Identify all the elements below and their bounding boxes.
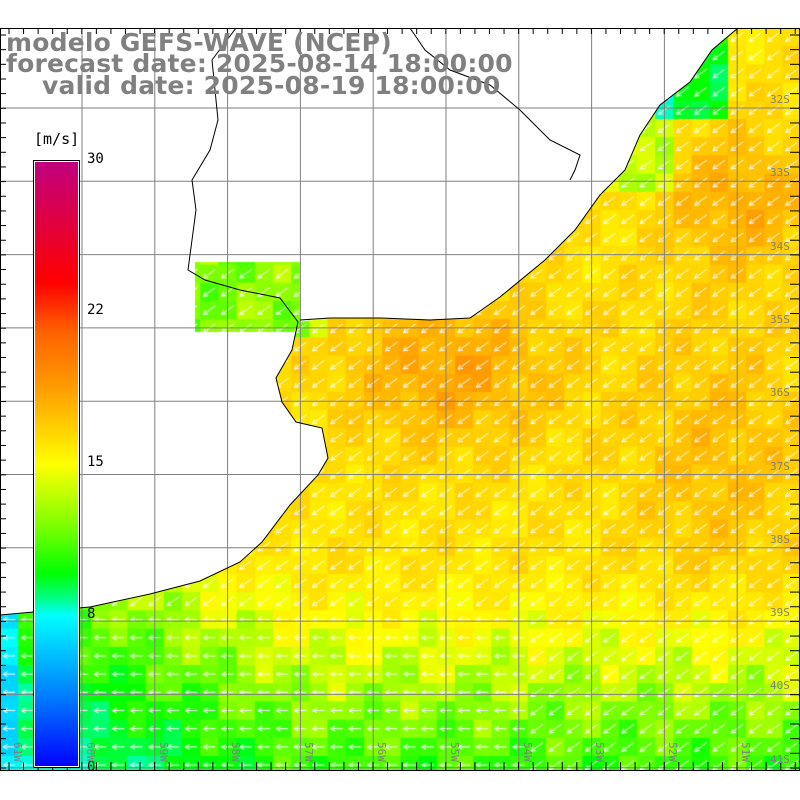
latitude-label: 38S [770,532,790,546]
longitude-label: 56W [375,742,388,762]
coastline [0,27,739,616]
title-forecast-date: forecast date: 2025-08-14 18:00:00 [6,49,513,78]
longitude-label: 57W [302,742,316,762]
title-valid-date: valid date: 2025-08-19 18:00:00 [42,71,501,100]
latitude-label: 32S [770,93,790,106]
latitude-label: 41S [770,752,790,766]
longitude-label: 52W [666,742,680,762]
frame-ticks [0,28,800,771]
longitude-label: 61W [11,742,24,762]
latitude-label: 39S [770,606,790,620]
legend-tick-30: 30 [87,151,104,167]
title-model: modelo GEFS-WAVE (NCEP) [6,28,392,57]
longitude-label: 54W [520,742,534,762]
latitude-label: 33S [770,166,790,180]
legend-colorbar [33,160,80,768]
latitude-label: 34S [770,239,790,253]
latitude-label: 35S [770,312,790,326]
legend-tick-8: 8 [87,606,96,622]
legend-tick-22: 22 [87,302,104,318]
latitude-label: 40S [770,679,790,693]
latitude-label: 37S [770,459,790,473]
longitude-label: 55W [447,742,461,762]
legend-tick-15: 15 [87,454,104,470]
longitude-label: 53W [593,742,607,762]
legend-unit: [m/s] [34,130,80,148]
longitude-label: 60W [83,742,97,762]
longitude-label: 51W [739,742,752,762]
longitude-label: 59W [156,742,170,762]
latitude-label: 36S [770,386,790,400]
legend-tick-0: 0 [87,759,96,775]
map-frame [0,28,800,771]
longitude-label: 58W [229,742,243,762]
graticule [0,28,800,771]
